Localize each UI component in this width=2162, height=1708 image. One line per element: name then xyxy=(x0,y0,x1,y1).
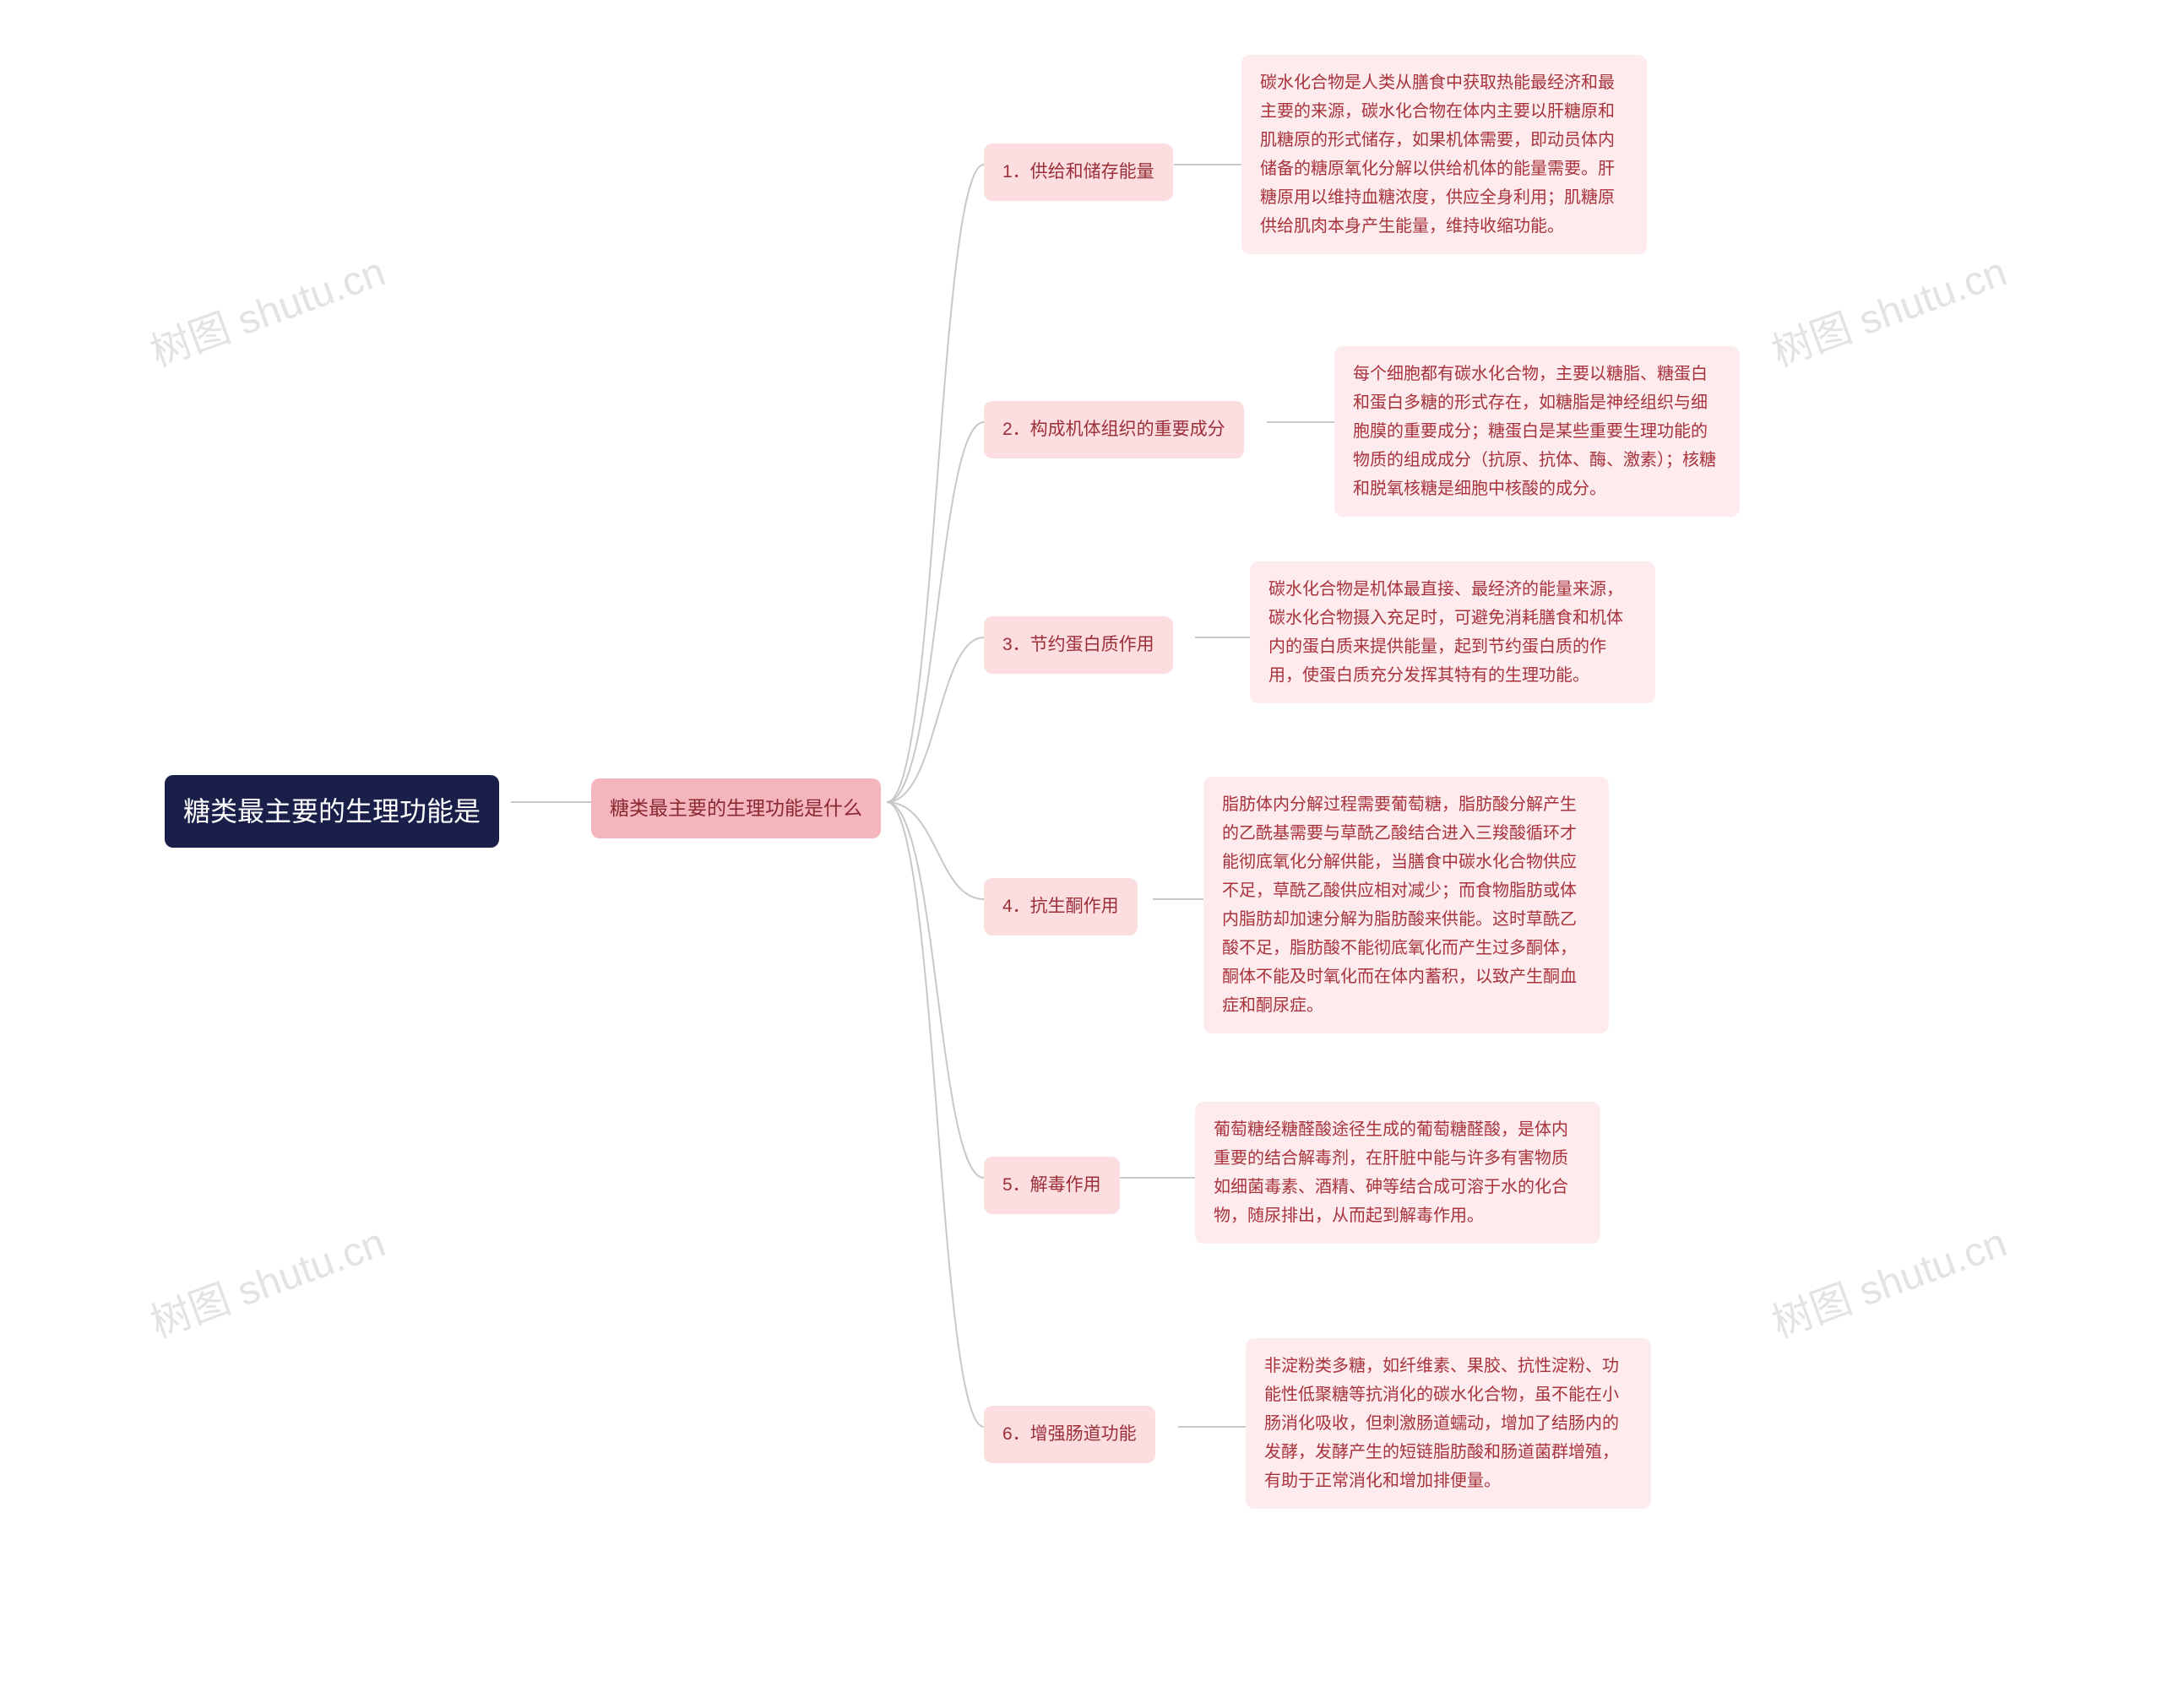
level3-node[interactable]: 葡萄糖经糖醛酸途径生成的葡萄糖醛酸，是体内重要的结合解毒剂，在肝脏中能与许多有害… xyxy=(1195,1102,1600,1244)
level2-label: 6．增强肠道功能 xyxy=(1002,1424,1137,1444)
level2-node[interactable]: 3．节约蛋白质作用 xyxy=(984,616,1173,674)
watermark: 树图 shutu.cn xyxy=(141,1209,392,1348)
level2-label: 2．构成机体组织的重要成分 xyxy=(1002,420,1225,439)
level2-node[interactable]: 6．增强肠道功能 xyxy=(984,1406,1155,1463)
level1-node[interactable]: 糖类最主要的生理功能是什么 xyxy=(591,778,881,838)
watermark: 树图 shutu.cn xyxy=(1763,1209,2013,1348)
level3-node[interactable]: 每个细胞都有碳水化合物，主要以糖脂、糖蛋白和蛋白多糖的形式存在，如糖脂是神经组织… xyxy=(1334,346,1740,517)
level3-desc: 碳水化合物是机体最直接、最经济的能量来源，碳水化合物摄入充足时，可避免消耗膳食和… xyxy=(1268,580,1623,685)
level3-desc: 每个细胞都有碳水化合物，主要以糖脂、糖蛋白和蛋白多糖的形式存在，如糖脂是神经组织… xyxy=(1353,365,1716,498)
root-node[interactable]: 糖类最主要的生理功能是 xyxy=(165,775,499,848)
watermark: 树图 shutu.cn xyxy=(141,238,392,377)
level3-node[interactable]: 碳水化合物是机体最直接、最经济的能量来源，碳水化合物摄入充足时，可避免消耗膳食和… xyxy=(1250,561,1655,703)
level2-label: 3．节约蛋白质作用 xyxy=(1002,635,1154,654)
level2-label: 5．解毒作用 xyxy=(1002,1175,1101,1195)
level2-node[interactable]: 2．构成机体组织的重要成分 xyxy=(984,401,1244,458)
level3-desc: 葡萄糖经糖醛酸途径生成的葡萄糖醛酸，是体内重要的结合解毒剂，在肝脏中能与许多有害… xyxy=(1214,1120,1568,1225)
level3-node[interactable]: 脂肪体内分解过程需要葡萄糖，脂肪酸分解产生的乙酰基需要与草酰乙酸结合进入三羧酸循… xyxy=(1203,777,1609,1033)
level3-desc: 脂肪体内分解过程需要葡萄糖，脂肪酸分解产生的乙酰基需要与草酰乙酸结合进入三羧酸循… xyxy=(1222,795,1577,1015)
level2-node[interactable]: 1．供给和储存能量 xyxy=(984,144,1173,201)
watermark: 树图 shutu.cn xyxy=(1763,238,2013,377)
level2-label: 1．供给和储存能量 xyxy=(1002,162,1154,182)
level3-node[interactable]: 非淀粉类多糖，如纤维素、果胶、抗性淀粉、功能性低聚糖等抗消化的碳水化合物，虽不能… xyxy=(1246,1338,1651,1509)
level2-node[interactable]: 5．解毒作用 xyxy=(984,1157,1120,1214)
level3-node[interactable]: 碳水化合物是人类从膳食中获取热能最经济和最主要的来源，碳水化合物在体内主要以肝糖… xyxy=(1241,55,1647,254)
root-label: 糖类最主要的生理功能是 xyxy=(183,796,481,827)
level3-desc: 非淀粉类多糖，如纤维素、果胶、抗性淀粉、功能性低聚糖等抗消化的碳水化合物，虽不能… xyxy=(1264,1357,1619,1490)
level3-desc: 碳水化合物是人类从膳食中获取热能最经济和最主要的来源，碳水化合物在体内主要以肝糖… xyxy=(1260,73,1615,236)
level1-label: 糖类最主要的生理功能是什么 xyxy=(610,797,862,819)
level2-label: 4．抗生酮作用 xyxy=(1002,897,1119,916)
level2-node[interactable]: 4．抗生酮作用 xyxy=(984,878,1138,935)
